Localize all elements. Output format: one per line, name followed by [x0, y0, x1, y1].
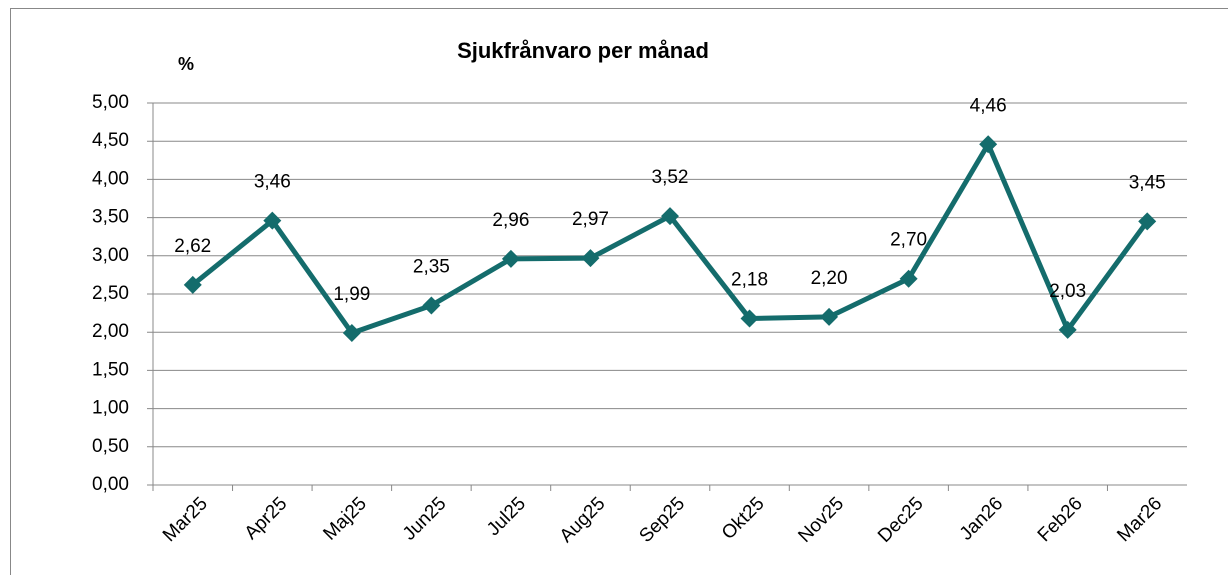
data-label: 2,18	[731, 269, 768, 290]
data-label: 4,46	[970, 95, 1007, 116]
data-label: 2,96	[492, 210, 529, 231]
y-tick-label: 2,00	[92, 321, 129, 342]
y-tick-label: 2,50	[92, 283, 129, 304]
data-label: 3,52	[652, 167, 689, 188]
y-tick-label: 0,00	[92, 474, 129, 495]
y-tick-label: 5,00	[92, 92, 129, 113]
data-label: 3,45	[1129, 172, 1166, 193]
y-tick-label: 3,00	[92, 245, 129, 266]
y-tick-label: 4,50	[92, 130, 129, 151]
data-label: 2,70	[890, 230, 927, 251]
y-tick-label: 1,00	[92, 398, 129, 419]
data-label: 3,46	[254, 172, 291, 193]
data-label: 1,99	[333, 284, 370, 305]
data-label: 2,97	[572, 209, 609, 230]
y-axis-label: %	[178, 54, 194, 74]
chart-title: Sjukfrånvaro per månad	[457, 38, 709, 63]
data-label: 2,03	[1049, 281, 1086, 302]
data-label: 2,62	[174, 236, 211, 257]
y-tick-label: 4,00	[92, 168, 129, 189]
y-tick-label: 3,50	[92, 207, 129, 228]
data-label: 2,35	[413, 256, 450, 277]
y-tick-label: 0,50	[92, 436, 129, 457]
y-tick-label: 1,50	[92, 359, 129, 380]
data-label: 2,20	[811, 268, 848, 289]
